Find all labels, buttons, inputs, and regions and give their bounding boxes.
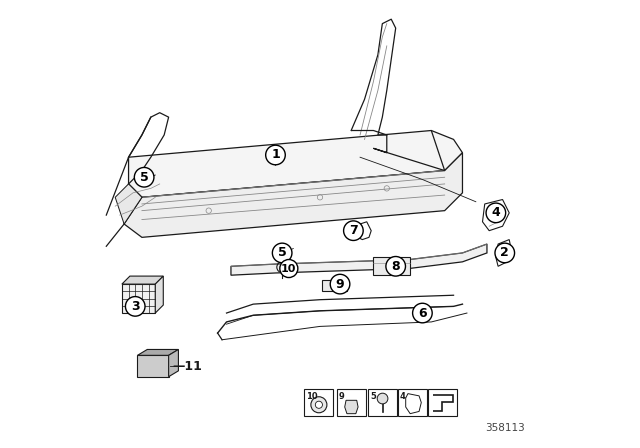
Text: 9: 9 <box>339 392 344 401</box>
Polygon shape <box>231 244 487 275</box>
Text: 4: 4 <box>400 392 406 401</box>
Bar <box>337 389 366 416</box>
Text: 5: 5 <box>140 171 148 184</box>
Bar <box>428 389 457 416</box>
Bar <box>372 258 410 275</box>
Polygon shape <box>345 401 358 414</box>
Polygon shape <box>138 355 168 377</box>
Circle shape <box>266 145 285 165</box>
Text: 358113: 358113 <box>485 423 525 433</box>
Bar <box>322 280 347 291</box>
Text: 9: 9 <box>336 278 344 291</box>
Circle shape <box>413 303 432 323</box>
Polygon shape <box>122 276 163 284</box>
Circle shape <box>330 274 350 294</box>
Text: 6: 6 <box>418 306 427 319</box>
Text: 10: 10 <box>281 263 296 274</box>
Circle shape <box>377 393 388 404</box>
Circle shape <box>280 259 298 277</box>
Polygon shape <box>168 349 179 377</box>
Text: 5: 5 <box>278 246 287 259</box>
Text: 2: 2 <box>500 246 509 259</box>
Bar <box>305 389 333 416</box>
Circle shape <box>273 243 292 263</box>
Text: 5: 5 <box>370 392 376 401</box>
Text: 3: 3 <box>131 300 140 313</box>
Text: 1: 1 <box>271 148 280 161</box>
Circle shape <box>311 397 327 413</box>
Polygon shape <box>122 284 156 313</box>
Text: 10: 10 <box>306 392 318 401</box>
Circle shape <box>125 297 145 316</box>
Text: —11: —11 <box>172 360 202 373</box>
Bar <box>368 389 397 416</box>
Polygon shape <box>138 349 179 355</box>
Circle shape <box>386 257 406 276</box>
Text: 8: 8 <box>392 260 400 273</box>
Polygon shape <box>156 276 163 313</box>
Circle shape <box>344 221 363 241</box>
Circle shape <box>486 203 506 223</box>
Text: 7: 7 <box>349 224 358 237</box>
Circle shape <box>316 401 323 408</box>
Text: 4: 4 <box>492 207 500 220</box>
Polygon shape <box>129 130 463 197</box>
Polygon shape <box>115 184 142 224</box>
Polygon shape <box>124 153 463 237</box>
Bar <box>398 389 427 416</box>
Circle shape <box>495 243 515 263</box>
Circle shape <box>134 168 154 187</box>
